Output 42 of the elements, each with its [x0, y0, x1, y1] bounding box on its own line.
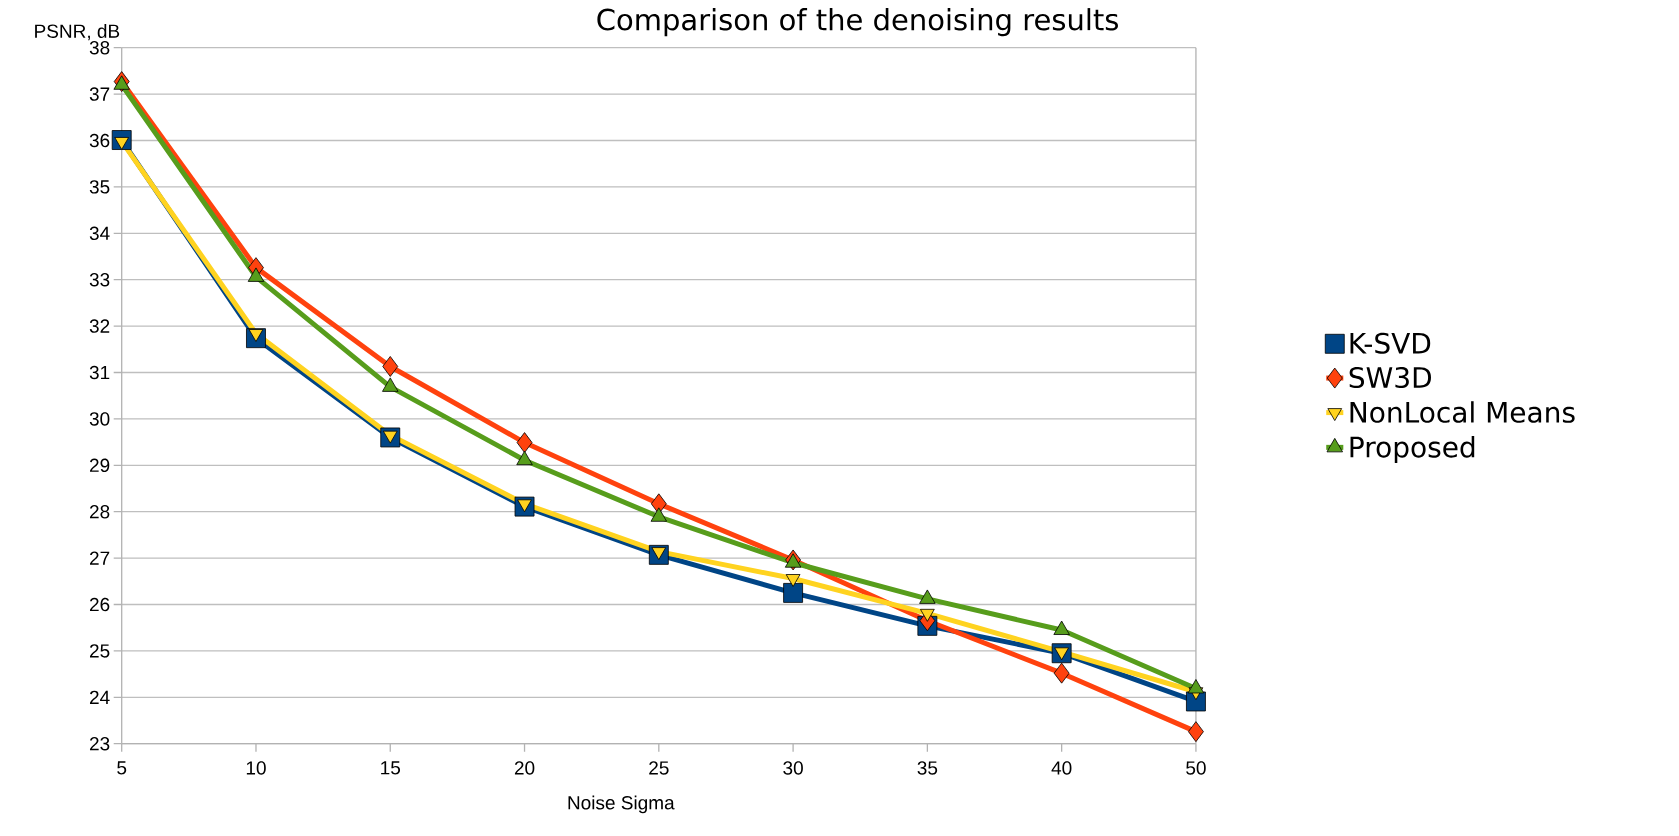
legend-label: K-SVD	[1350, 332, 1431, 354]
point	[382, 356, 399, 377]
y-tick-label: 35	[89, 180, 110, 194]
legend-label: Proposed	[1350, 435, 1475, 464]
x-axis-title: Noise Sigma	[568, 795, 675, 814]
point	[651, 547, 667, 560]
x-tick-label: 20	[514, 761, 535, 775]
point	[1053, 662, 1070, 684]
x-tick-label: 15	[381, 761, 401, 775]
legend-label: NonLocal Means	[1350, 401, 1575, 423]
x-tick-label: 50	[1186, 761, 1206, 775]
y-tick-label: 23	[89, 736, 110, 751]
y-tick-label: 29	[89, 458, 110, 473]
y-tick-label: 31	[89, 365, 110, 380]
x-tick-label: 10	[246, 761, 266, 775]
y-tick-label: 24	[89, 690, 110, 704]
point	[516, 432, 533, 453]
legend-label: SW3D	[1349, 366, 1431, 389]
y-tick-label: 28	[89, 504, 110, 519]
x-tick-label: 30	[783, 761, 803, 775]
chart-title: Comparison of the denoising results	[597, 8, 1118, 37]
y-tick-label: 38	[89, 40, 110, 55]
y-tick-label: 25	[89, 644, 110, 658]
x-tick-label: 35	[917, 761, 938, 775]
y-tick-label: 32	[89, 319, 110, 333]
y-tick-label: 34	[89, 226, 110, 241]
y-tick-label: 33	[89, 272, 110, 287]
y-tick-label: 26	[89, 597, 110, 612]
y-tick-label: 27	[89, 551, 110, 565]
y-tick-label: 36	[89, 133, 110, 148]
x-tick-label: 40	[1051, 761, 1072, 775]
point	[248, 329, 264, 342]
point	[785, 574, 801, 587]
y-tick-label: 37	[89, 87, 110, 101]
point	[783, 583, 803, 603]
x-tick-label: 5	[117, 761, 127, 775]
point	[920, 608, 935, 622]
y-tick-label: 30	[89, 412, 110, 426]
point	[1188, 721, 1204, 743]
y-axis-title: PSNR, dB	[35, 23, 120, 41]
point	[114, 137, 130, 150]
x-tick-label: 25	[649, 761, 669, 775]
